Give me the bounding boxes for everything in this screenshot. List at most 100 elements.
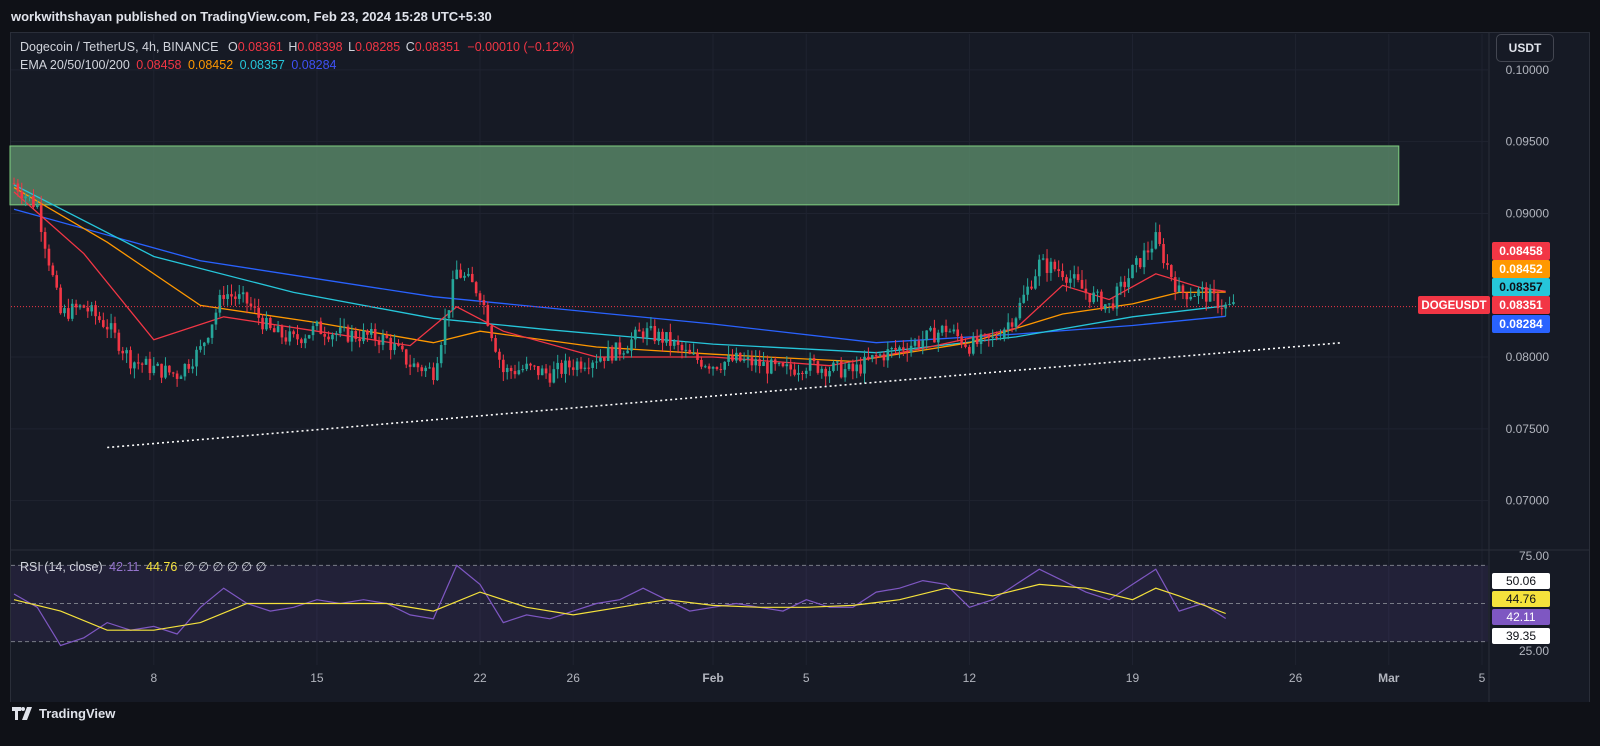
candle-body — [230, 294, 233, 297]
candle-body — [241, 292, 245, 295]
candle-body — [1228, 304, 1231, 306]
price-tag-text: 0.08452 — [1499, 262, 1543, 276]
candle-body — [257, 307, 260, 318]
candle-body — [700, 359, 703, 367]
candle-body — [1018, 302, 1022, 319]
candle-body — [579, 361, 583, 369]
candle-body — [451, 279, 455, 311]
candle-body — [1115, 286, 1119, 309]
candle-body — [711, 366, 715, 369]
candle-body — [929, 327, 932, 331]
candle-body — [288, 331, 292, 342]
candle-body — [63, 308, 66, 314]
price-tag — [1492, 296, 1550, 314]
candle-body — [171, 372, 175, 374]
candle-body — [505, 367, 509, 373]
candle-body — [249, 303, 253, 307]
candle-body — [300, 339, 303, 344]
candle-body — [1193, 295, 1196, 297]
rsi-placeholders: ∅ ∅ ∅ ∅ ∅ ∅ — [183, 560, 267, 574]
candle-body — [804, 370, 808, 374]
candle-body — [839, 361, 843, 378]
candle-body — [1220, 308, 1224, 310]
candle-body — [715, 366, 719, 370]
candle-body — [703, 366, 707, 368]
candle-body — [1142, 250, 1146, 268]
candle-body — [603, 357, 606, 361]
candle-body — [474, 282, 478, 294]
rsi-ma-line — [13, 583, 1226, 631]
candle-body — [428, 367, 431, 369]
candle-body — [1197, 289, 1200, 296]
candle-body — [222, 295, 226, 299]
candle-body — [536, 366, 540, 376]
candle-body — [272, 328, 276, 333]
candle-body — [738, 352, 742, 361]
candle-body — [688, 349, 692, 354]
candle-body — [1010, 322, 1014, 327]
candle-body — [669, 332, 672, 346]
candle-body — [863, 356, 866, 374]
candle-body — [606, 347, 610, 361]
candle-body — [641, 331, 645, 338]
candle-body — [1224, 304, 1227, 309]
candle-body — [1096, 291, 1099, 293]
candle-body — [1014, 318, 1018, 327]
candle-body — [47, 248, 51, 266]
candle-body — [870, 355, 874, 359]
candle-body — [416, 363, 420, 368]
candle-body — [342, 326, 346, 328]
symbol-title: Dogecoin / TetherUS, 4h, BINANCE — [20, 40, 219, 54]
candle-body — [1053, 261, 1057, 270]
time-tick-label: 19 — [1126, 671, 1140, 685]
candle-body — [1135, 258, 1138, 265]
currency-button[interactable]: USDT — [1496, 34, 1554, 62]
candle-body — [1049, 261, 1053, 273]
open-label: O — [227, 40, 238, 54]
chart-area[interactable] — [10, 32, 1590, 704]
brand-name: TradingView — [39, 706, 116, 721]
candle-body — [1026, 286, 1029, 295]
candle-body — [408, 364, 412, 367]
candle-body — [1189, 296, 1193, 300]
candle-body — [1212, 288, 1216, 294]
candle-body — [618, 342, 622, 355]
candle-body — [649, 326, 653, 329]
candle-body — [280, 326, 284, 338]
candle-body — [55, 275, 59, 288]
candle-body — [1131, 264, 1134, 279]
candle-body — [331, 334, 334, 340]
candle-body — [494, 338, 497, 352]
tradingview-icon — [12, 707, 32, 720]
candle-body — [490, 325, 493, 339]
ema100-value: 0.08357 — [239, 58, 285, 72]
candle-body — [971, 336, 975, 354]
candle-body — [148, 358, 152, 374]
candle-body — [486, 305, 490, 326]
candle-body — [24, 196, 27, 199]
candle-body — [1119, 281, 1123, 287]
candle-body — [859, 364, 862, 374]
candle-body — [1177, 285, 1181, 292]
time-tick-label: 26 — [567, 671, 581, 685]
candle-body — [952, 329, 956, 332]
candle-body — [164, 365, 167, 378]
tradingview-logo[interactable]: TradingView — [12, 706, 115, 721]
candle-body — [766, 361, 769, 374]
rsi-line — [13, 564, 1227, 647]
candle-body — [70, 303, 74, 319]
candle-body — [210, 324, 214, 338]
candle-body — [459, 269, 462, 278]
candle-body — [525, 363, 528, 370]
candle-body — [882, 354, 886, 361]
candle-body — [719, 369, 723, 371]
candle-body — [735, 352, 738, 361]
candle-body — [152, 365, 156, 374]
time-axis: 8 15 22 26 Feb 5 12 19 26 Mar 5 — [150, 671, 1485, 685]
candle-body — [1084, 288, 1088, 294]
candle-body — [653, 326, 657, 342]
candle-body — [420, 367, 424, 372]
candle-body — [358, 338, 361, 342]
candle-body — [1006, 322, 1010, 330]
